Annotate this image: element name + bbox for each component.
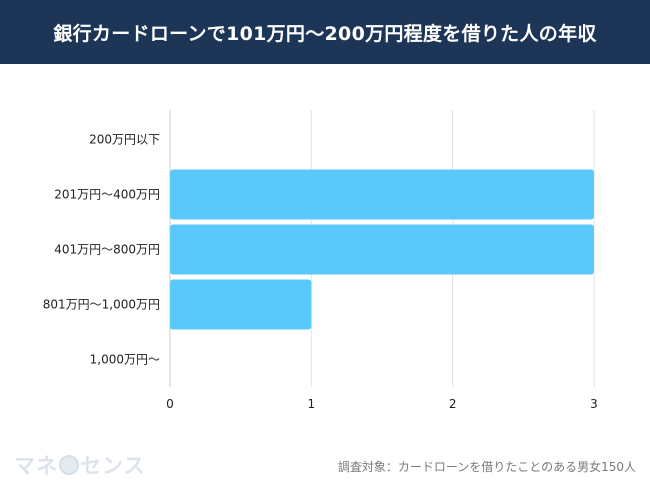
category-label: 1,000万円〜 <box>90 353 160 367</box>
bars <box>170 169 594 330</box>
logo-text-left: マネ <box>14 454 58 478</box>
chart-title: 銀行カードローンで101万円〜200万円程度を借りた人の年収 <box>53 22 597 45</box>
source-note: 調査対象：カードローンを借りたことのある男女150人 <box>337 460 636 474</box>
bar-1 <box>170 169 594 220</box>
title-banner: 銀行カードローンで101万円〜200万円程度を借りた人の年収 <box>0 0 650 64</box>
x-tick-label: 1 <box>308 397 316 411</box>
category-label: 801万円〜1,000万円 <box>43 298 160 312</box>
logo-text-right: センス <box>80 454 146 478</box>
x-tick-label: 2 <box>449 397 457 411</box>
category-label: 201万円〜400万円 <box>54 188 160 202</box>
logo-coin-icon <box>59 455 79 475</box>
bar-3 <box>170 279 312 330</box>
x-tick-label: 0 <box>166 397 174 411</box>
category-labels: 200万円以下 201万円〜400万円 401万円〜800万円 801万円〜1,000… <box>43 133 160 367</box>
category-label: 401万円〜800万円 <box>54 243 160 257</box>
bar-chart: 200万円以下 201万円〜400万円 401万円〜800万円 801万円〜1,000… <box>43 110 598 411</box>
bar-2 <box>170 224 594 275</box>
x-tick-label: 3 <box>590 397 598 411</box>
x-axis-tick-labels: 0 1 2 3 <box>166 397 598 411</box>
brand-logo: マネ センス <box>14 450 146 480</box>
category-label: 200万円以下 <box>89 133 160 147</box>
